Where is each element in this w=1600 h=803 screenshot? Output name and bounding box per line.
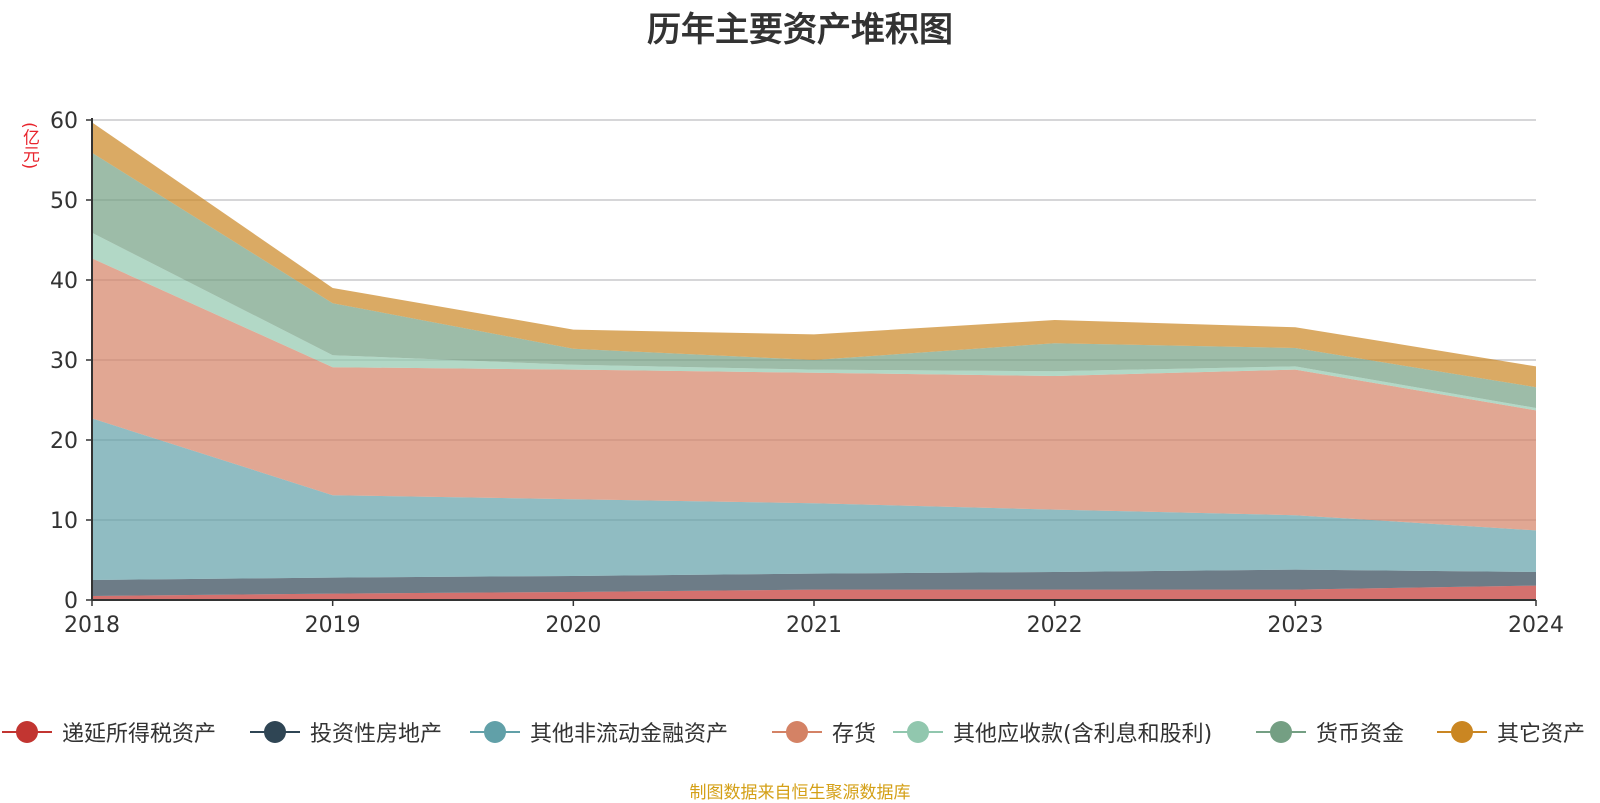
area-series-1	[92, 569, 1536, 596]
legend-label: 其他非流动金融资产	[530, 722, 729, 747]
area-series-3	[92, 258, 1536, 531]
legend-dot	[484, 721, 506, 743]
y-axis-unit-label: (亿元)	[19, 122, 39, 170]
legend-dot	[786, 721, 808, 743]
legend-marker-icon	[893, 720, 943, 744]
x-tick-label: 2018	[64, 613, 120, 638]
legend-dot	[1270, 721, 1292, 743]
y-tick-label: 0	[64, 589, 78, 614]
y-tick-label: 60	[50, 109, 78, 134]
legend-item-0[interactable]: 递延所得税资产	[2, 712, 216, 752]
legend-item-6[interactable]: 其它资产	[1437, 712, 1585, 752]
x-tick-label: 2019	[305, 613, 361, 638]
y-tick-label: 20	[50, 429, 78, 454]
y-tick-label: 30	[50, 349, 78, 374]
legend-item-2[interactable]: 其他非流动金融资产	[470, 712, 728, 752]
legend-item-1[interactable]: 投资性房地产	[250, 712, 442, 752]
legend-marker-icon	[772, 720, 822, 744]
legend-marker-icon	[470, 720, 520, 744]
x-tick-label: 2024	[1508, 613, 1564, 638]
legend-item-5[interactable]: 货币资金	[1256, 712, 1404, 752]
legend-dot	[264, 721, 286, 743]
x-tick-label: 2021	[786, 613, 842, 638]
x-tick-label: 2020	[545, 613, 601, 638]
area-series-5	[92, 152, 1536, 408]
legend-item-3[interactable]: 存货	[772, 712, 876, 752]
source-note: 制图数据来自恒生聚源数据库	[689, 783, 911, 803]
legend-marker-icon	[250, 720, 300, 744]
legend-dot	[1451, 721, 1473, 743]
legend-label: 其它资产	[1497, 722, 1586, 747]
area-series-0	[92, 585, 1536, 600]
x-tick-label: 2023	[1267, 613, 1323, 638]
legend: 递延所得税资产 投资性房地产 其他非流动金融资产 存货 其他应收款(含利息和股利) 货币资…	[0, 712, 1600, 752]
chart-title: 历年主要资产堆积图	[647, 10, 953, 50]
legend-marker-icon	[1437, 720, 1487, 744]
area-series-6	[92, 122, 1536, 388]
legend-marker-icon	[2, 720, 52, 744]
legend-item-4[interactable]: 其他应收款(含利息和股利)	[893, 712, 1212, 752]
legend-label: 存货	[832, 722, 877, 747]
legend-label: 货币资金	[1316, 722, 1405, 747]
stacked-area-chart: 0 10 20 30 40 50 60 2018 2019 2020 2021 2022 2023 202…	[50, 109, 1564, 638]
y-tick-label: 50	[50, 189, 78, 214]
legend-label: 投资性房地产	[310, 722, 443, 747]
y-tick-label: 40	[50, 269, 78, 294]
area-series-2	[92, 418, 1536, 580]
legend-label: 递延所得税资产	[62, 722, 217, 747]
legend-label: 其他应收款(含利息和股利)	[953, 722, 1213, 747]
legend-dot	[16, 721, 38, 743]
legend-dot	[907, 721, 929, 743]
axes: 0 10 20 30 40 50 60 2018 2019 2020 2021 2022 2023 202…	[50, 109, 1564, 638]
area-series-layer	[92, 122, 1536, 600]
x-tick-label: 2022	[1027, 613, 1083, 638]
legend-marker-icon	[1256, 720, 1306, 744]
area-series-4	[92, 232, 1536, 411]
y-tick-label: 10	[50, 509, 78, 534]
